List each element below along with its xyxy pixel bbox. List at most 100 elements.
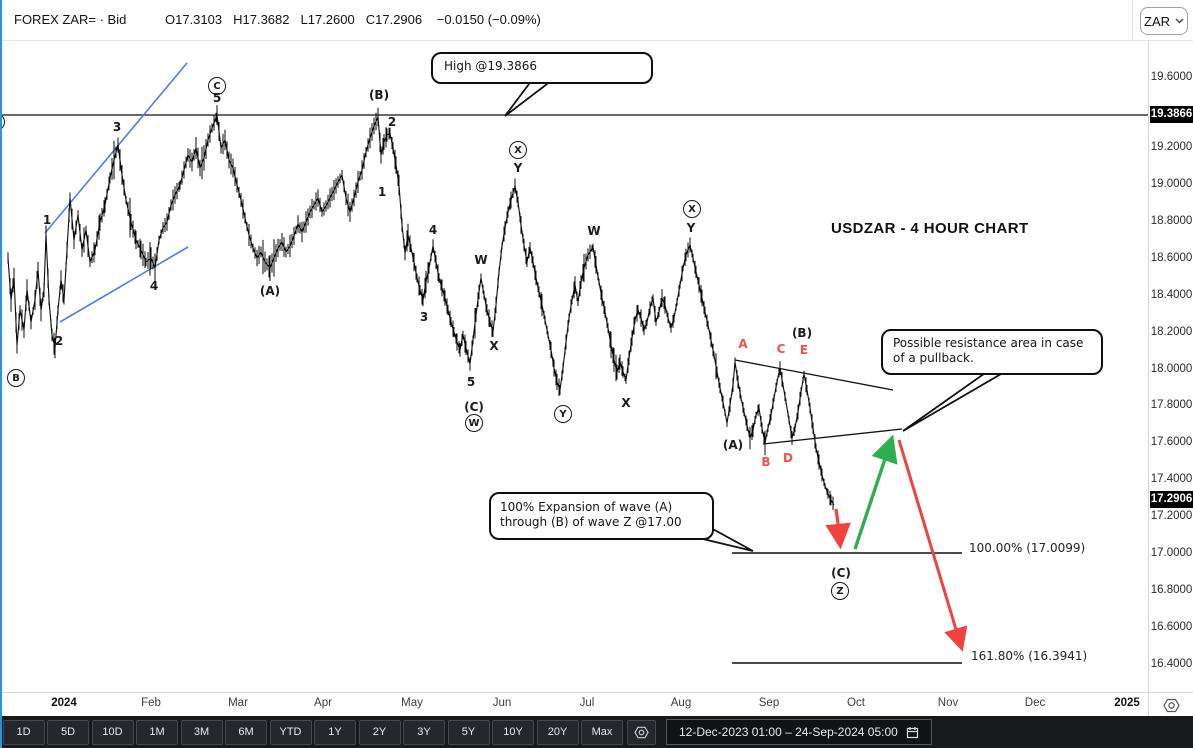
fib-label-161: 161.80% (16.3941)	[971, 649, 1088, 663]
price-tick-label: 16.8000	[1150, 584, 1193, 596]
wave-label: 1	[377, 185, 387, 199]
range-button-3y[interactable]: 3Y	[403, 719, 445, 745]
wave-label: D	[783, 451, 793, 465]
currency-selector-button[interactable]: ZAR	[1140, 7, 1188, 35]
wave-label: 2	[54, 334, 64, 348]
range-button-1d[interactable]: 1D	[2, 719, 45, 745]
price-tick-label: 18.4000	[1150, 289, 1193, 301]
instrument-title: FOREX ZAR= · Bid	[14, 12, 127, 27]
circled-wave-label: Y	[554, 405, 572, 423]
circled-wave-label: X	[509, 141, 527, 159]
change-value: −0.0150 (−0.09%)	[436, 12, 541, 27]
price-tick-label: 18.0000	[1150, 363, 1193, 375]
time-tick-label: Oct	[847, 697, 865, 709]
price-tick-label: 17.8000	[1150, 399, 1193, 411]
time-axis[interactable]: 2024 Feb Mar Apr May Jun Jul Aug Sep Oct Nov Dec 202…	[0, 692, 1148, 717]
window-accent-strip	[0, 0, 2, 748]
date-range-button[interactable]: 12-Dec-2023 01:00 – 24-Sep-2024 05:00	[666, 719, 932, 745]
triangle-lower-line[interactable]	[762, 428, 903, 445]
price-tick-label: 17.2000	[1150, 510, 1193, 522]
wave-label: A	[738, 337, 748, 351]
wave-label: 1	[42, 213, 52, 227]
expansion-callout[interactable]: 100% Expansion of wave (A) through (B) o…	[489, 492, 714, 540]
ohlc-value: L17.2600	[300, 12, 355, 27]
wave-label: B	[761, 455, 771, 469]
time-tick-label: Jun	[492, 697, 512, 709]
chart-header: FOREX ZAR= · Bid O17.3103 H17.3682 L17.260…	[0, 0, 1193, 41]
wave-label: W	[587, 224, 601, 238]
wave-label: Y	[686, 221, 696, 235]
wave-label: 5	[212, 91, 222, 105]
range-button-1y[interactable]: 1Y	[314, 719, 356, 745]
range-button-2y[interactable]: 2Y	[358, 719, 401, 745]
range-button-1m[interactable]: 1M	[136, 719, 178, 745]
range-button-10d[interactable]: 10D	[91, 719, 134, 745]
ohlc-value: H17.3682	[233, 12, 290, 27]
wave-label: (C)	[464, 400, 484, 414]
price-bars	[7, 105, 834, 511]
price-tick-label: 16.6000	[1150, 621, 1193, 633]
time-tick-label: May	[401, 697, 423, 709]
time-tick-label: Nov	[937, 697, 959, 709]
wave-label: 3	[419, 310, 429, 324]
red-drop-arrow[interactable]	[825, 508, 851, 550]
range-button-5d[interactable]: 5D	[47, 719, 89, 745]
circled-wave-label: X	[683, 200, 701, 218]
ohlc-group: O17.3103 H17.3682 L17.2600 C17.2906 −0.0150…	[165, 12, 541, 27]
axis-gear-icon	[1163, 698, 1180, 712]
circled-wave-label: Z	[831, 582, 849, 600]
range-button-20y[interactable]: 20Y	[536, 719, 579, 745]
axis-settings-button[interactable]	[1148, 692, 1193, 717]
price-tick-label: 16.4000	[1150, 658, 1193, 670]
chevron-down-icon	[1175, 18, 1184, 24]
ohlc-value: O17.3103	[165, 12, 223, 27]
price-chart-canvas[interactable]	[0, 40, 1148, 692]
wave-label: C	[776, 342, 786, 356]
toolbar-settings-button[interactable]	[627, 719, 656, 745]
range-button-3m[interactable]: 3M	[180, 719, 223, 745]
trend-channel-lower-line[interactable]	[59, 246, 189, 323]
time-tick-label: Sep	[758, 697, 780, 709]
range-button-6m[interactable]: 6M	[225, 719, 267, 745]
chart-annotations-layer: USDZAR - 4 HOUR CHART High @19.3866 Poss…	[0, 40, 1148, 692]
wave-label: X	[489, 339, 499, 353]
triangle-upper-line[interactable]	[734, 359, 894, 391]
wave-label: 5	[466, 375, 476, 389]
time-tick-label: Mar	[228, 697, 248, 709]
wave-label: 4	[428, 223, 438, 237]
price-tick-label: 18.8000	[1150, 215, 1193, 227]
time-tick-label: 2024	[51, 697, 77, 709]
range-buttons-group: 1D 5D 10D 1M 3M 6M YTD 1Y 2Y 3Y 5Y 10Y 20Y Max	[0, 719, 623, 745]
fib-label-100: 100.00% (17.0099)	[969, 541, 1086, 555]
price-tick-label: 17.6000	[1150, 436, 1193, 448]
time-tick-label: Aug	[670, 697, 692, 709]
green-pullback-arrow[interactable]	[853, 434, 898, 550]
resistance-callout[interactable]: Possible resistance area in case of a pu…	[881, 329, 1103, 375]
range-button-max[interactable]: Max	[581, 719, 623, 745]
header-separator	[1132, 0, 1133, 40]
high-callout[interactable]: High @19.3866	[431, 52, 653, 84]
red-projection-arrow[interactable]	[897, 439, 968, 652]
price-tick-label: 18.6000	[1150, 252, 1193, 264]
circled-wave-label: B	[7, 369, 25, 387]
wave-label: (B)	[368, 88, 390, 102]
time-tick-label: Feb	[141, 697, 161, 709]
price-tick-label: 19.2000	[1150, 141, 1193, 153]
price-tick-label: 19.0000	[1150, 178, 1193, 190]
wave-label: (C)	[831, 566, 851, 580]
wave-label: 4	[149, 279, 159, 293]
range-button-5y[interactable]: 5Y	[447, 719, 490, 745]
wave-label: W	[474, 253, 488, 267]
wave-label: 2	[387, 115, 397, 129]
price-tick-label: 17.0000	[1150, 547, 1193, 559]
bottom-toolbar: 1D 5D 10D 1M 3M 6M YTD 1Y 2Y 3Y 5Y 10Y 20Y Max 12-Dec…	[0, 716, 1193, 748]
chart-title: USDZAR - 4 HOUR CHART	[831, 220, 1029, 237]
price-series	[7, 105, 835, 511]
range-button-10y[interactable]: 10Y	[492, 719, 534, 745]
wave-label: Y	[513, 161, 523, 175]
time-tick-label: Apr	[314, 697, 332, 709]
price-axis[interactable]: 19.6000 19.2000 19.0000 18.8000 18.6000 18.40…	[1148, 40, 1193, 716]
range-button-ytd[interactable]: YTD	[269, 719, 312, 745]
price-tick-label: 17.4000	[1150, 473, 1193, 485]
circled-wave-label: C	[208, 77, 226, 95]
